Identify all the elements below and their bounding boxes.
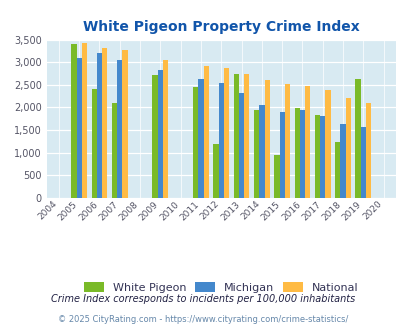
Bar [324,90,330,198]
Bar [339,124,345,198]
Bar [162,60,168,198]
Bar [304,86,309,198]
Bar [264,80,269,198]
Bar [71,44,76,198]
Bar [299,110,305,198]
Bar [233,75,238,198]
Bar [243,75,249,198]
Bar [274,155,279,198]
Bar [279,112,284,198]
Bar [218,83,223,198]
Bar [345,98,350,198]
Bar [81,43,87,198]
Bar [76,58,81,198]
Title: White Pigeon Property Crime Index: White Pigeon Property Crime Index [83,20,359,34]
Bar [360,127,365,198]
Bar [117,60,122,198]
Bar [258,105,264,198]
Bar [97,53,102,198]
Bar [355,80,360,198]
Bar [213,144,218,198]
Bar [91,89,96,198]
Bar [102,48,107,198]
Bar [157,70,162,198]
Bar [314,115,319,198]
Bar [198,80,203,198]
Bar [254,110,258,198]
Bar [224,68,228,198]
Bar [152,75,157,198]
Bar [334,142,339,198]
Bar [294,108,299,198]
Bar [319,115,325,198]
Legend: White Pigeon, Michigan, National: White Pigeon, Michigan, National [79,278,362,298]
Bar [122,50,127,198]
Bar [192,87,198,198]
Bar [203,66,208,198]
Text: © 2025 CityRating.com - https://www.cityrating.com/crime-statistics/: © 2025 CityRating.com - https://www.city… [58,315,347,324]
Text: Crime Index corresponds to incidents per 100,000 inhabitants: Crime Index corresponds to incidents per… [51,294,354,304]
Bar [284,84,289,198]
Bar [238,92,243,198]
Bar [365,103,370,198]
Bar [112,103,117,198]
